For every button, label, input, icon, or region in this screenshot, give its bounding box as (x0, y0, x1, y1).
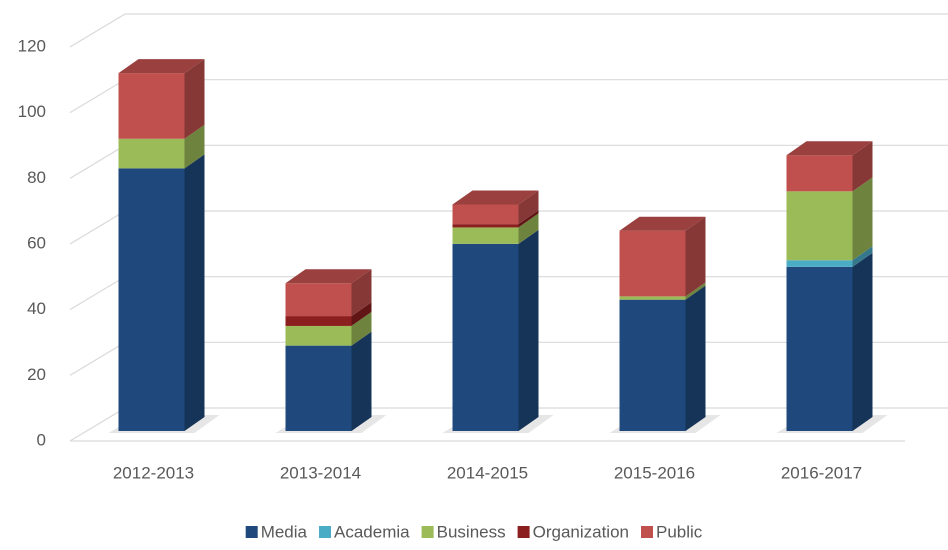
bar-side (184, 124, 205, 169)
bar-side (852, 177, 873, 261)
legend-swatch (319, 526, 332, 538)
x-tick-label: 2015-2016 (614, 463, 695, 482)
bar-side (852, 252, 873, 431)
bar (118, 73, 185, 139)
legend-swatch (245, 526, 258, 538)
legend-label: Organization (533, 522, 629, 541)
bar-side (518, 190, 539, 225)
bar (285, 283, 352, 317)
bar (285, 345, 352, 431)
y-tick-label: 0 (37, 430, 46, 449)
bar-side (685, 216, 706, 297)
y-tick-label: 40 (27, 299, 46, 318)
bar (285, 325, 352, 346)
bar (619, 296, 686, 300)
legend-swatch (421, 526, 434, 538)
bar (619, 230, 686, 297)
bar-top (452, 190, 539, 205)
bar (786, 260, 853, 267)
grid-line (69, 13, 948, 48)
legend: Media Academia Business Organization Public (245, 522, 703, 541)
y-tick-label: 60 (27, 233, 46, 252)
bar (118, 168, 185, 432)
bar-side (351, 269, 372, 317)
bar-top (285, 269, 372, 284)
bar (786, 266, 853, 431)
x-tick-label: 2014-2015 (447, 463, 528, 482)
x-tick-label: 2013-2014 (280, 463, 361, 482)
bar (619, 299, 686, 431)
y-tick-label: 120 (18, 36, 46, 55)
bar-side (518, 229, 539, 431)
bar-side (351, 331, 372, 431)
x-tick-label: 2012-2013 (113, 463, 194, 482)
bar-side (685, 285, 706, 431)
bar-side (184, 59, 205, 139)
bar-side (184, 154, 205, 432)
bar (285, 316, 352, 326)
bar (452, 224, 519, 228)
x-tick-label: 2016-2017 (781, 463, 862, 482)
bar-top (118, 59, 205, 74)
bar-side (685, 282, 706, 300)
legend-swatch (640, 526, 653, 538)
bar-side (852, 141, 873, 192)
legend-swatch (517, 526, 530, 538)
legend-label: Media (261, 522, 308, 541)
y-tick-label: 80 (27, 168, 46, 187)
bar-side (351, 302, 372, 326)
bar-side (518, 210, 539, 228)
bar-top (786, 141, 873, 156)
bar (118, 138, 185, 169)
bar (786, 155, 853, 192)
y-tick-label: 100 (18, 102, 46, 121)
bar-side (852, 246, 873, 267)
bar (452, 204, 519, 225)
bar-side (518, 213, 539, 244)
y-tick-label: 20 (27, 365, 46, 384)
bar-top (619, 216, 706, 231)
bar (786, 191, 853, 261)
bar-side (351, 311, 372, 346)
bar (452, 243, 519, 431)
bar (452, 227, 519, 244)
legend-label: Business (437, 522, 506, 541)
legend-label: Public (656, 522, 703, 541)
legend-label: Academia (334, 522, 410, 541)
